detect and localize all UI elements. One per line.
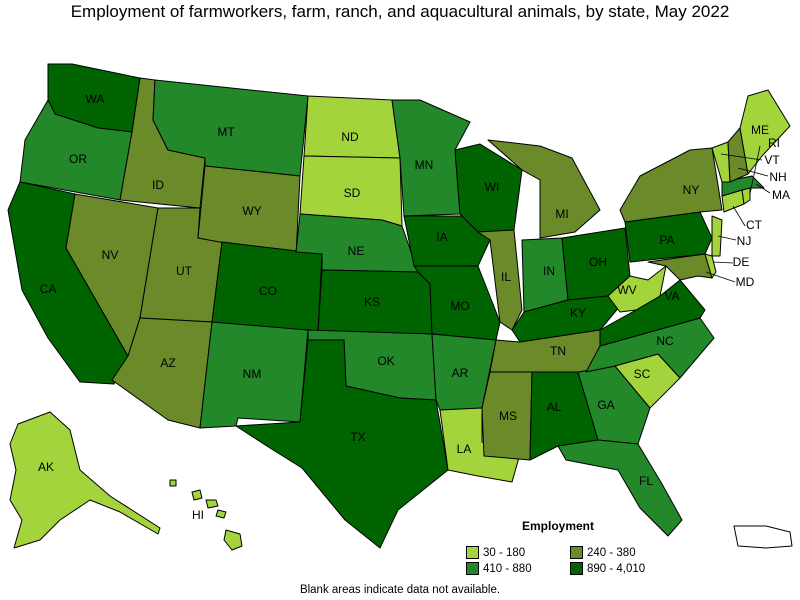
label-IN: IN: [543, 264, 555, 278]
label-NH: NH: [769, 170, 786, 184]
label-WA: WA: [86, 92, 105, 106]
territory-PR[interactable]: [733, 525, 793, 549]
label-AK: AK: [38, 460, 54, 474]
label-RI: RI: [768, 136, 780, 150]
label-OK: OK: [377, 354, 394, 368]
label-NJ: NJ: [737, 234, 752, 248]
legend-item-4: 890 - 4,010: [570, 562, 645, 575]
legend-swatch-4: [570, 562, 583, 575]
leader-line-nj: [717, 235, 737, 241]
leader-line-md: [705, 271, 736, 283]
label-CT: CT: [746, 218, 763, 232]
state-NC[interactable]: [585, 317, 715, 379]
label-AZ: AZ: [160, 356, 175, 370]
label-DE: DE: [733, 255, 750, 269]
label-MO: MO: [450, 299, 469, 313]
legend-title: Employment: [522, 519, 595, 533]
label-GA: GA: [597, 398, 614, 412]
label-NC: NC: [656, 334, 674, 348]
label-NM: NM: [243, 367, 262, 381]
leader-line-ri: [749, 145, 761, 195]
legend-item-1: 30 - 180: [466, 546, 525, 559]
legend-label-3: 410 - 880: [483, 562, 532, 575]
map-title: Employment of farmworkers, farm, ranch, …: [70, 2, 730, 21]
state-RI[interactable]: [741, 187, 751, 205]
label-NV: NV: [102, 248, 119, 262]
label-AL: AL: [547, 400, 562, 414]
label-MT: MT: [217, 125, 235, 139]
legend-label-1: 30 - 180: [483, 546, 526, 559]
label-ID: ID: [152, 178, 164, 192]
label-CO: CO: [259, 284, 277, 298]
leader-line-ct: [732, 205, 746, 227]
state-DE[interactable]: [704, 253, 717, 279]
leader-line-vt: [720, 153, 763, 161]
label-SD: SD: [344, 186, 361, 200]
leader-line-nh: [737, 167, 769, 177]
label-VT: VT: [764, 153, 780, 167]
legend-item-3: 410 - 880: [466, 562, 532, 575]
label-UT: UT: [176, 264, 193, 278]
label-IL: IL: [501, 270, 511, 284]
label-NE: NE: [348, 244, 365, 258]
label-MA: MA: [772, 188, 790, 202]
state-MI[interactable]: [487, 139, 601, 239]
label-SC: SC: [634, 367, 651, 381]
state-HI[interactable]: [169, 479, 243, 551]
label-TN: TN: [550, 344, 566, 358]
state-ND[interactable]: [303, 95, 401, 159]
label-KY: KY: [570, 306, 586, 320]
label-MD: MD: [736, 275, 755, 289]
label-AR: AR: [452, 366, 469, 380]
label-FL: FL: [639, 474, 653, 488]
label-OH: OH: [589, 255, 607, 269]
label-WV: WV: [617, 283, 636, 297]
label-WY: WY: [242, 204, 261, 218]
label-ND: ND: [341, 130, 359, 144]
label-MS: MS: [499, 409, 517, 423]
label-CA: CA: [40, 282, 57, 296]
leader-line-ma: [755, 183, 771, 194]
label-IA: IA: [436, 230, 447, 244]
state-FL[interactable]: [557, 439, 683, 537]
footnote: Blank areas indicate data not available.: [299, 584, 501, 596]
label-LA: LA: [457, 442, 472, 456]
label-TX: TX: [350, 430, 365, 444]
label-NY: NY: [683, 183, 700, 197]
label-KS: KS: [364, 295, 380, 309]
legend-swatch-1: [466, 546, 479, 559]
legend-item-2: 240 - 380: [570, 546, 636, 559]
legend-label-4: 890 - 4,010: [587, 562, 646, 575]
state-NJ[interactable]: [711, 215, 723, 257]
state-WV[interactable]: [607, 265, 667, 313]
state-AK[interactable]: [9, 411, 161, 549]
label-HI: HI: [192, 508, 204, 522]
state-NY[interactable]: [619, 147, 723, 223]
label-MI: MI: [555, 207, 568, 221]
label-WI: WI: [485, 180, 500, 194]
state-MS[interactable]: [481, 371, 533, 461]
state-TX[interactable]: [235, 339, 449, 549]
label-MN: MN: [415, 158, 434, 172]
label-PA: PA: [659, 233, 674, 247]
state-ME[interactable]: [739, 89, 791, 175]
label-ME: ME: [751, 123, 769, 137]
legend-swatch-3: [466, 562, 479, 575]
label-OR: OR: [69, 152, 87, 166]
legend-swatch-2: [570, 546, 583, 559]
leader-line-de: [712, 261, 734, 264]
legend-label-2: 240 - 380: [587, 546, 636, 559]
label-VA: VA: [664, 289, 679, 303]
